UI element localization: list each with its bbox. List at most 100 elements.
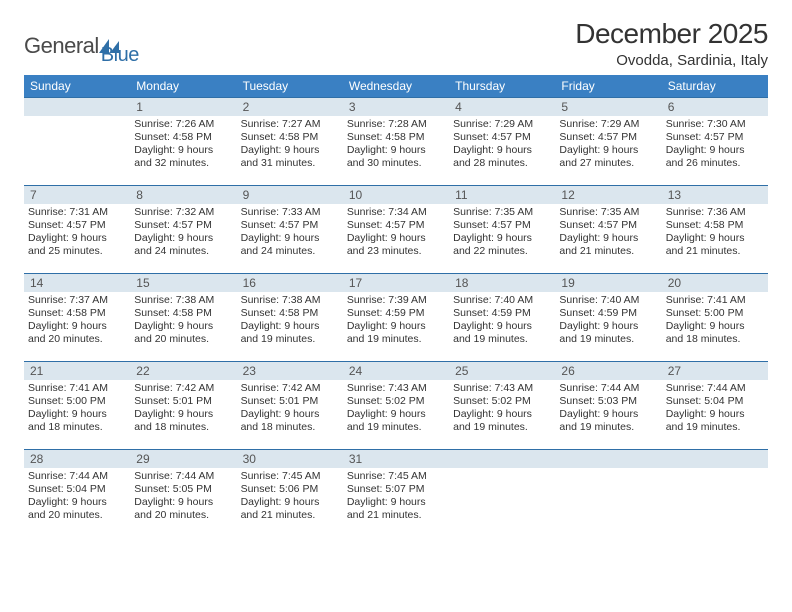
day-number: 30 <box>237 449 343 468</box>
day-info: Sunrise: 7:40 AMSunset: 4:59 PMDaylight:… <box>555 292 661 347</box>
sunrise-text: Sunrise: 7:45 AM <box>347 470 445 483</box>
sunrise-text: Sunrise: 7:44 AM <box>134 470 232 483</box>
daylight-text: Daylight: 9 hours and 18 minutes. <box>241 408 339 434</box>
sunset-text: Sunset: 4:59 PM <box>347 307 445 320</box>
sunset-text: Sunset: 4:58 PM <box>241 131 339 144</box>
calendar-day-cell: 24Sunrise: 7:43 AMSunset: 5:02 PMDayligh… <box>343 361 449 449</box>
day-number: 10 <box>343 185 449 204</box>
day-info: Sunrise: 7:34 AMSunset: 4:57 PMDaylight:… <box>343 204 449 259</box>
sunset-text: Sunset: 4:57 PM <box>559 131 657 144</box>
sunrise-text: Sunrise: 7:33 AM <box>241 206 339 219</box>
weekday-header: Tuesday <box>237 75 343 97</box>
day-info: Sunrise: 7:45 AMSunset: 5:06 PMDaylight:… <box>237 468 343 523</box>
sunrise-text: Sunrise: 7:38 AM <box>134 294 232 307</box>
sunrise-text: Sunrise: 7:44 AM <box>28 470 126 483</box>
day-info: Sunrise: 7:35 AMSunset: 4:57 PMDaylight:… <box>555 204 661 259</box>
sunset-text: Sunset: 4:58 PM <box>134 307 232 320</box>
day-info: Sunrise: 7:27 AMSunset: 4:58 PMDaylight:… <box>237 116 343 171</box>
calendar-day-cell: 14Sunrise: 7:37 AMSunset: 4:58 PMDayligh… <box>24 273 130 361</box>
sunset-text: Sunset: 5:03 PM <box>559 395 657 408</box>
sunset-text: Sunset: 4:57 PM <box>666 131 764 144</box>
day-number: 15 <box>130 273 236 292</box>
calendar-day-cell: 15 Sunrise: 7:38 AMSunset: 4:58 PMDayligh… <box>130 273 236 361</box>
calendar-day-cell: 6Sunrise: 7:30 AMSunset: 4:57 PMDaylight… <box>662 97 768 185</box>
sunrise-text: Sunrise: 7:39 AM <box>347 294 445 307</box>
day-number: 1 <box>130 97 236 116</box>
day-number: 7 <box>24 185 130 204</box>
day-number: 22 <box>130 361 236 380</box>
sunset-text: Sunset: 4:59 PM <box>453 307 551 320</box>
logo-text-general: General <box>24 33 99 59</box>
day-number: 2 <box>237 97 343 116</box>
sunset-text: Sunset: 5:06 PM <box>241 483 339 496</box>
sunrise-text: Sunrise: 7:42 AM <box>134 382 232 395</box>
daylight-text: Daylight: 9 hours and 20 minutes. <box>134 320 232 346</box>
calendar-day-cell: 1Sunrise: 7:26 AMSunset: 4:58 PMDaylight… <box>130 97 236 185</box>
daylight-text: Daylight: 9 hours and 19 minutes. <box>666 408 764 434</box>
day-info: Sunrise: 7:39 AMSunset: 4:59 PMDaylight:… <box>343 292 449 347</box>
weekday-header: Saturday <box>662 75 768 97</box>
day-number: 9 <box>237 185 343 204</box>
calendar-day-cell: 17Sunrise: 7:39 AMSunset: 4:59 PMDayligh… <box>343 273 449 361</box>
calendar-day-cell: 3Sunrise: 7:28 AMSunset: 4:58 PMDaylight… <box>343 97 449 185</box>
sunset-text: Sunset: 4:57 PM <box>134 219 232 232</box>
sunrise-text: Sunrise: 7:27 AM <box>241 118 339 131</box>
day-info: Sunrise: 7:38 AMSunset: 4:58 PMDaylight:… <box>237 292 343 347</box>
day-info: Sunrise: 7:43 AMSunset: 5:02 PMDaylight:… <box>343 380 449 435</box>
header: General Blue December 2025 Ovodda, Sardi… <box>24 18 768 69</box>
day-number: 31 <box>343 449 449 468</box>
calendar-day-cell: 28Sunrise: 7:44 AMSunset: 5:04 PMDayligh… <box>24 449 130 537</box>
day-number: 4 <box>449 97 555 116</box>
daylight-text: Daylight: 9 hours and 21 minutes. <box>666 232 764 258</box>
sunrise-text: Sunrise: 7:36 AM <box>666 206 764 219</box>
day-info: Sunrise: 7:41 AMSunset: 5:00 PMDaylight:… <box>24 380 130 435</box>
sunrise-text: Sunrise: 7:26 AM <box>134 118 232 131</box>
calendar-day-cell: 11Sunrise: 7:35 AMSunset: 4:57 PMDayligh… <box>449 185 555 273</box>
sunset-text: Sunset: 4:59 PM <box>559 307 657 320</box>
daylight-text: Daylight: 9 hours and 31 minutes. <box>241 144 339 170</box>
day-number <box>555 449 661 468</box>
sunset-text: Sunset: 5:05 PM <box>134 483 232 496</box>
day-number: 27 <box>662 361 768 380</box>
calendar-day-cell: 2Sunrise: 7:27 AMSunset: 4:58 PMDaylight… <box>237 97 343 185</box>
day-info: Sunrise: 7:41 AMSunset: 5:00 PMDaylight:… <box>662 292 768 347</box>
day-info: Sunrise: 7:36 AMSunset: 4:58 PMDaylight:… <box>662 204 768 259</box>
calendar-day-cell: 7Sunrise: 7:31 AMSunset: 4:57 PMDaylight… <box>24 185 130 273</box>
day-info: Sunrise: 7:44 AMSunset: 5:03 PMDaylight:… <box>555 380 661 435</box>
calendar-day-cell: 25Sunrise: 7:43 AMSunset: 5:02 PMDayligh… <box>449 361 555 449</box>
sunset-text: Sunset: 5:00 PM <box>28 395 126 408</box>
calendar-day-cell: 12Sunrise: 7:35 AMSunset: 4:57 PMDayligh… <box>555 185 661 273</box>
sunset-text: Sunset: 5:01 PM <box>134 395 232 408</box>
location: Ovodda, Sardinia, Italy <box>575 52 768 69</box>
calendar-day-cell: 8Sunrise: 7:32 AMSunset: 4:57 PMDaylight… <box>130 185 236 273</box>
calendar-day-cell: 21Sunrise: 7:41 AMSunset: 5:00 PMDayligh… <box>24 361 130 449</box>
day-info: Sunrise: 7:45 AMSunset: 5:07 PMDaylight:… <box>343 468 449 523</box>
daylight-text: Daylight: 9 hours and 20 minutes. <box>134 496 232 522</box>
daylight-text: Daylight: 9 hours and 21 minutes. <box>559 232 657 258</box>
sunrise-text: Sunrise: 7:44 AM <box>666 382 764 395</box>
day-number: 17 <box>343 273 449 292</box>
calendar-day-cell: 31Sunrise: 7:45 AMSunset: 5:07 PMDayligh… <box>343 449 449 537</box>
calendar-day-cell: 30Sunrise: 7:45 AMSunset: 5:06 PMDayligh… <box>237 449 343 537</box>
day-number: 12 <box>555 185 661 204</box>
calendar-table: SundayMondayTuesdayWednesdayThursdayFrid… <box>24 75 768 537</box>
day-info: Sunrise: 7:33 AMSunset: 4:57 PMDaylight:… <box>237 204 343 259</box>
day-number: 11 <box>449 185 555 204</box>
calendar-day-cell: 20Sunrise: 7:41 AMSunset: 5:00 PMDayligh… <box>662 273 768 361</box>
day-number: 19 <box>555 273 661 292</box>
day-number <box>449 449 555 468</box>
day-info: Sunrise: 7:40 AMSunset: 4:59 PMDaylight:… <box>449 292 555 347</box>
sunset-text: Sunset: 4:58 PM <box>666 219 764 232</box>
calendar-week-row: 7Sunrise: 7:31 AMSunset: 4:57 PMDaylight… <box>24 185 768 273</box>
calendar-day-cell: 9Sunrise: 7:33 AMSunset: 4:57 PMDaylight… <box>237 185 343 273</box>
sunrise-text: Sunrise: 7:37 AM <box>28 294 126 307</box>
day-info: Sunrise: 7:44 AMSunset: 5:04 PMDaylight:… <box>24 468 130 523</box>
sunrise-text: Sunrise: 7:45 AM <box>241 470 339 483</box>
day-number: 13 <box>662 185 768 204</box>
calendar-day-cell <box>449 449 555 537</box>
sunrise-text: Sunrise: 7:44 AM <box>559 382 657 395</box>
day-info: Sunrise: 7:43 AMSunset: 5:02 PMDaylight:… <box>449 380 555 435</box>
weekday-header-row: SundayMondayTuesdayWednesdayThursdayFrid… <box>24 75 768 97</box>
daylight-text: Daylight: 9 hours and 18 minutes. <box>134 408 232 434</box>
calendar-week-row: 21Sunrise: 7:41 AMSunset: 5:00 PMDayligh… <box>24 361 768 449</box>
